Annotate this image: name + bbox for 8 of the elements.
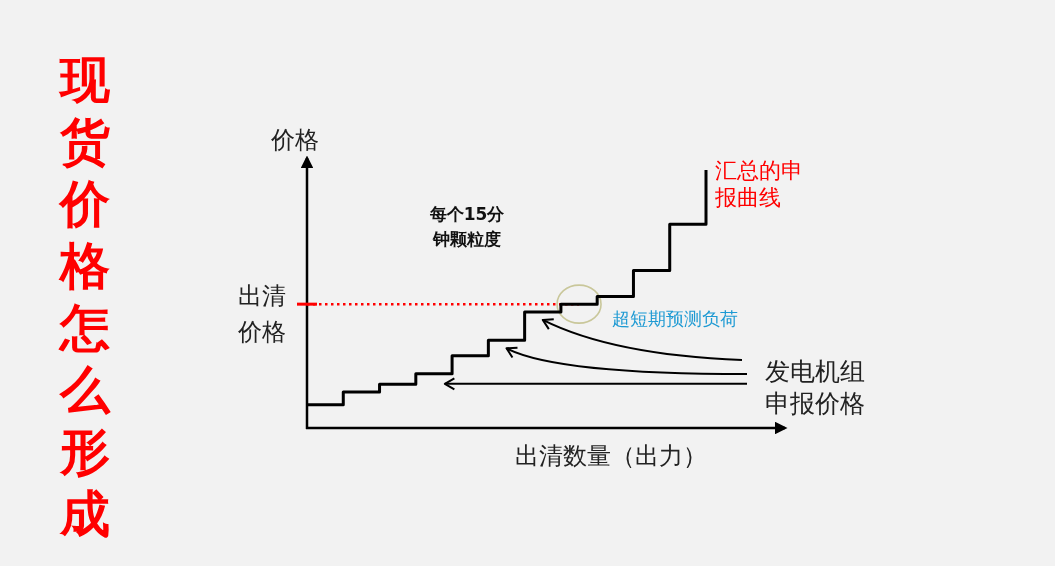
- text: 现货价格怎么形成: [58, 51, 111, 543]
- annotation: 汇总的申报曲线: [714, 157, 803, 210]
- x-axis-title: 出清数量（出力）: [515, 441, 707, 470]
- annotation: 超短期预测负荷: [612, 307, 739, 329]
- text: 发电机组申报价格: [765, 357, 865, 418]
- annotation: 每个15分钟颗粒度: [428, 203, 506, 249]
- y-axis-title: 价格: [270, 125, 319, 154]
- ref-line-label: 出清价格: [237, 281, 286, 346]
